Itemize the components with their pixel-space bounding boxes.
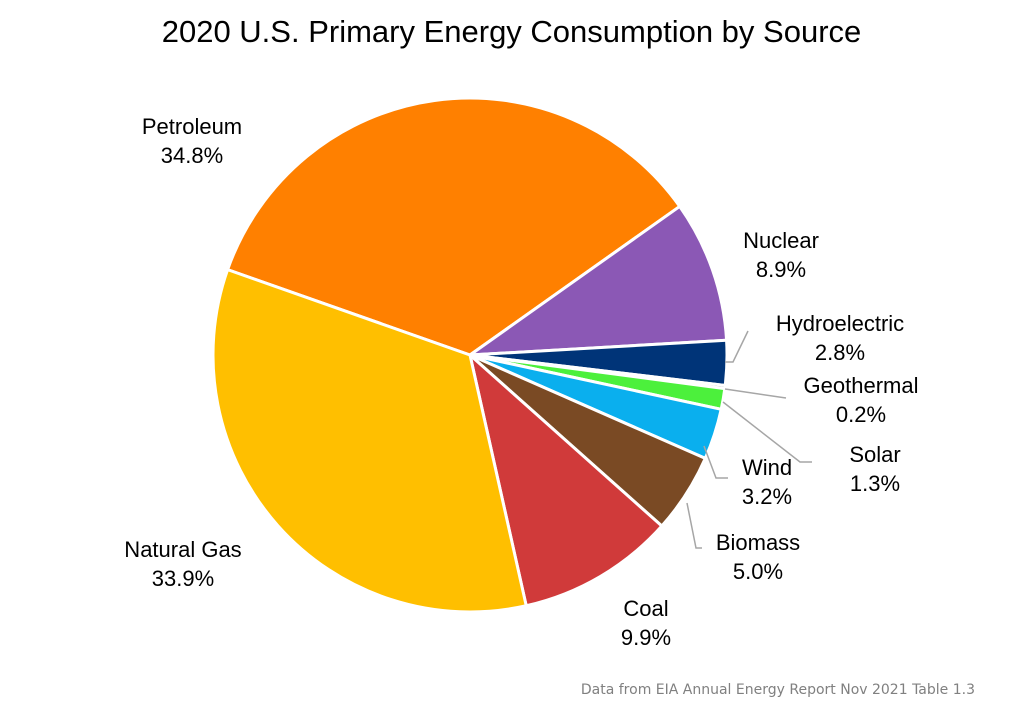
slice-percent: 0.2% xyxy=(835,402,887,427)
slice-percent: 5.0% xyxy=(732,559,784,584)
pie-slice-nuclear xyxy=(468,204,729,357)
slice-percent: 8.9% xyxy=(755,257,807,282)
slice-name: Biomass xyxy=(715,530,801,555)
pie-slice-natural-gas xyxy=(211,268,528,614)
slice-percent: 1.3% xyxy=(849,471,901,496)
slice-percent: 3.2% xyxy=(741,484,793,509)
data-label-biomass: Biomass 5.0% xyxy=(716,528,800,586)
data-label-petroleum: Petroleum 34.8% xyxy=(142,112,242,170)
pie-slice-coal xyxy=(468,353,664,608)
data-label-solar: Solar 1.3% xyxy=(849,440,900,498)
footnote: Data from EIA Annual Energy Report Nov 2… xyxy=(580,682,975,698)
leader-line-biomass xyxy=(686,502,702,549)
pie-slice-petroleum xyxy=(226,96,682,357)
slice-name: Coal xyxy=(623,596,669,621)
slice-name: Natural Gas xyxy=(124,537,242,562)
data-label-wind: Wind 3.2% xyxy=(742,453,792,511)
slice-percent: 2.8% xyxy=(814,340,866,365)
slice-name: Solar xyxy=(849,442,901,467)
data-label-natural-gas: Natural Gas 33.9% xyxy=(124,535,241,593)
data-label-hydroelectric: Hydroelectric 2.8% xyxy=(776,309,904,367)
chart-title: 2020 U.S. Primary Energy Consumption by … xyxy=(161,14,862,49)
data-label-nuclear: Nuclear 8.9% xyxy=(743,226,819,284)
slice-percent: 33.9% xyxy=(151,566,215,591)
slice-name: Nuclear xyxy=(743,228,819,253)
slice-percent: 9.9% xyxy=(620,625,672,650)
data-label-coal: Coal 9.9% xyxy=(621,594,671,652)
slice-name: Wind xyxy=(741,455,793,480)
leader-line-solar xyxy=(722,401,812,463)
data-label-geothermal: Geothermal 0.2% xyxy=(804,371,919,429)
slice-name: Geothermal xyxy=(803,373,919,398)
leader-line-wind xyxy=(703,445,728,479)
leader-line-hydroelectric xyxy=(725,330,749,363)
slice-name: Petroleum xyxy=(141,114,243,139)
leader-line-geothermal xyxy=(724,388,787,399)
slice-name: Hydroelectric xyxy=(775,311,905,336)
slice-percent: 34.8% xyxy=(160,143,224,168)
